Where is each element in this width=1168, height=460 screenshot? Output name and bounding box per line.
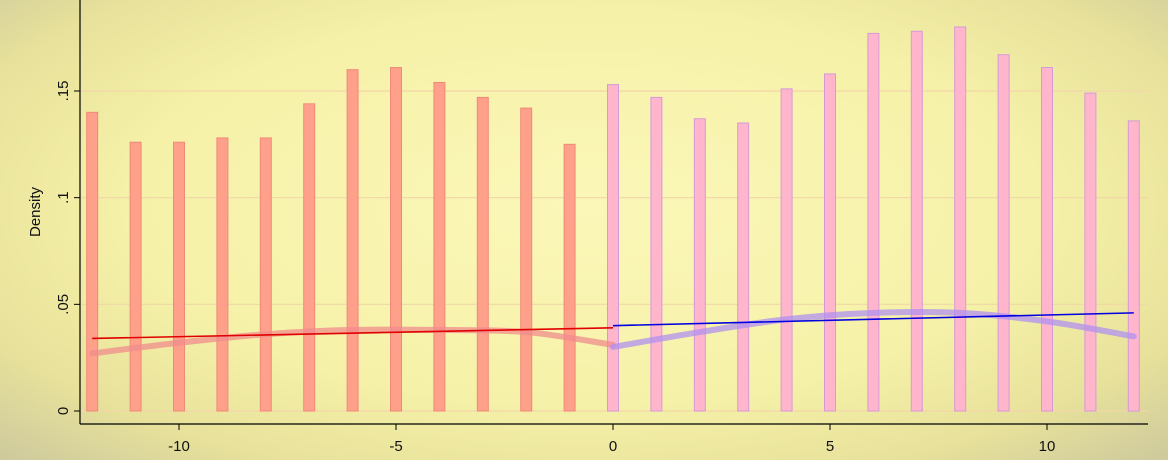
right-density-bar [997, 54, 1010, 412]
right-density-bar [954, 26, 967, 412]
x-tick-label: 0 [609, 438, 617, 455]
left-density-bar [520, 107, 533, 412]
left-density-bar [563, 143, 576, 412]
y-tick-label: .05 [55, 294, 72, 315]
labels-layer: Density 0 .05 .1 .15 -10 -5 0 5 10 [27, 81, 1055, 455]
right-fit-line [612, 312, 1134, 327]
right-density-bar [824, 73, 836, 412]
left-density-bar [303, 103, 316, 412]
right-density-bar [780, 88, 793, 412]
right-density-bar [1127, 120, 1140, 412]
right-density-bar [650, 96, 663, 412]
right-density-bar [737, 122, 750, 412]
x-tick-label: -5 [389, 438, 402, 455]
left-density-bar [433, 81, 446, 412]
bars-layer [86, 26, 1140, 412]
fit-layer [92, 312, 1134, 340]
y-tick-label: 0 [55, 407, 72, 415]
left-density-bar [129, 141, 142, 412]
x-tick-label: -10 [168, 438, 190, 455]
right-density-bar [1084, 92, 1097, 412]
left-density-bar [173, 141, 185, 412]
left-density-bar [390, 67, 402, 412]
left-density-bar [346, 69, 359, 412]
right-smooth-curve [610, 308, 1137, 350]
left-density-bar [259, 137, 272, 412]
right-density-bar [1041, 67, 1053, 412]
y-axis-title: Density [27, 186, 44, 237]
x-tick-label: 5 [826, 438, 834, 455]
right-density-bar [910, 30, 923, 412]
smooth-layer [89, 308, 1137, 357]
x-tick-label: 10 [1039, 438, 1056, 455]
right-density-bar [607, 84, 619, 412]
y-tick-label: .1 [55, 191, 72, 204]
axes-layer [74, 0, 1148, 430]
left-smooth-curve [89, 326, 616, 357]
left-density-bar [216, 137, 229, 412]
right-density-bar [693, 118, 706, 412]
y-tick-label: .15 [55, 81, 72, 102]
left-density-bar [476, 96, 489, 412]
left-density-bar [86, 111, 99, 412]
left-fit-line [92, 327, 614, 340]
right-density-bar [867, 32, 880, 412]
